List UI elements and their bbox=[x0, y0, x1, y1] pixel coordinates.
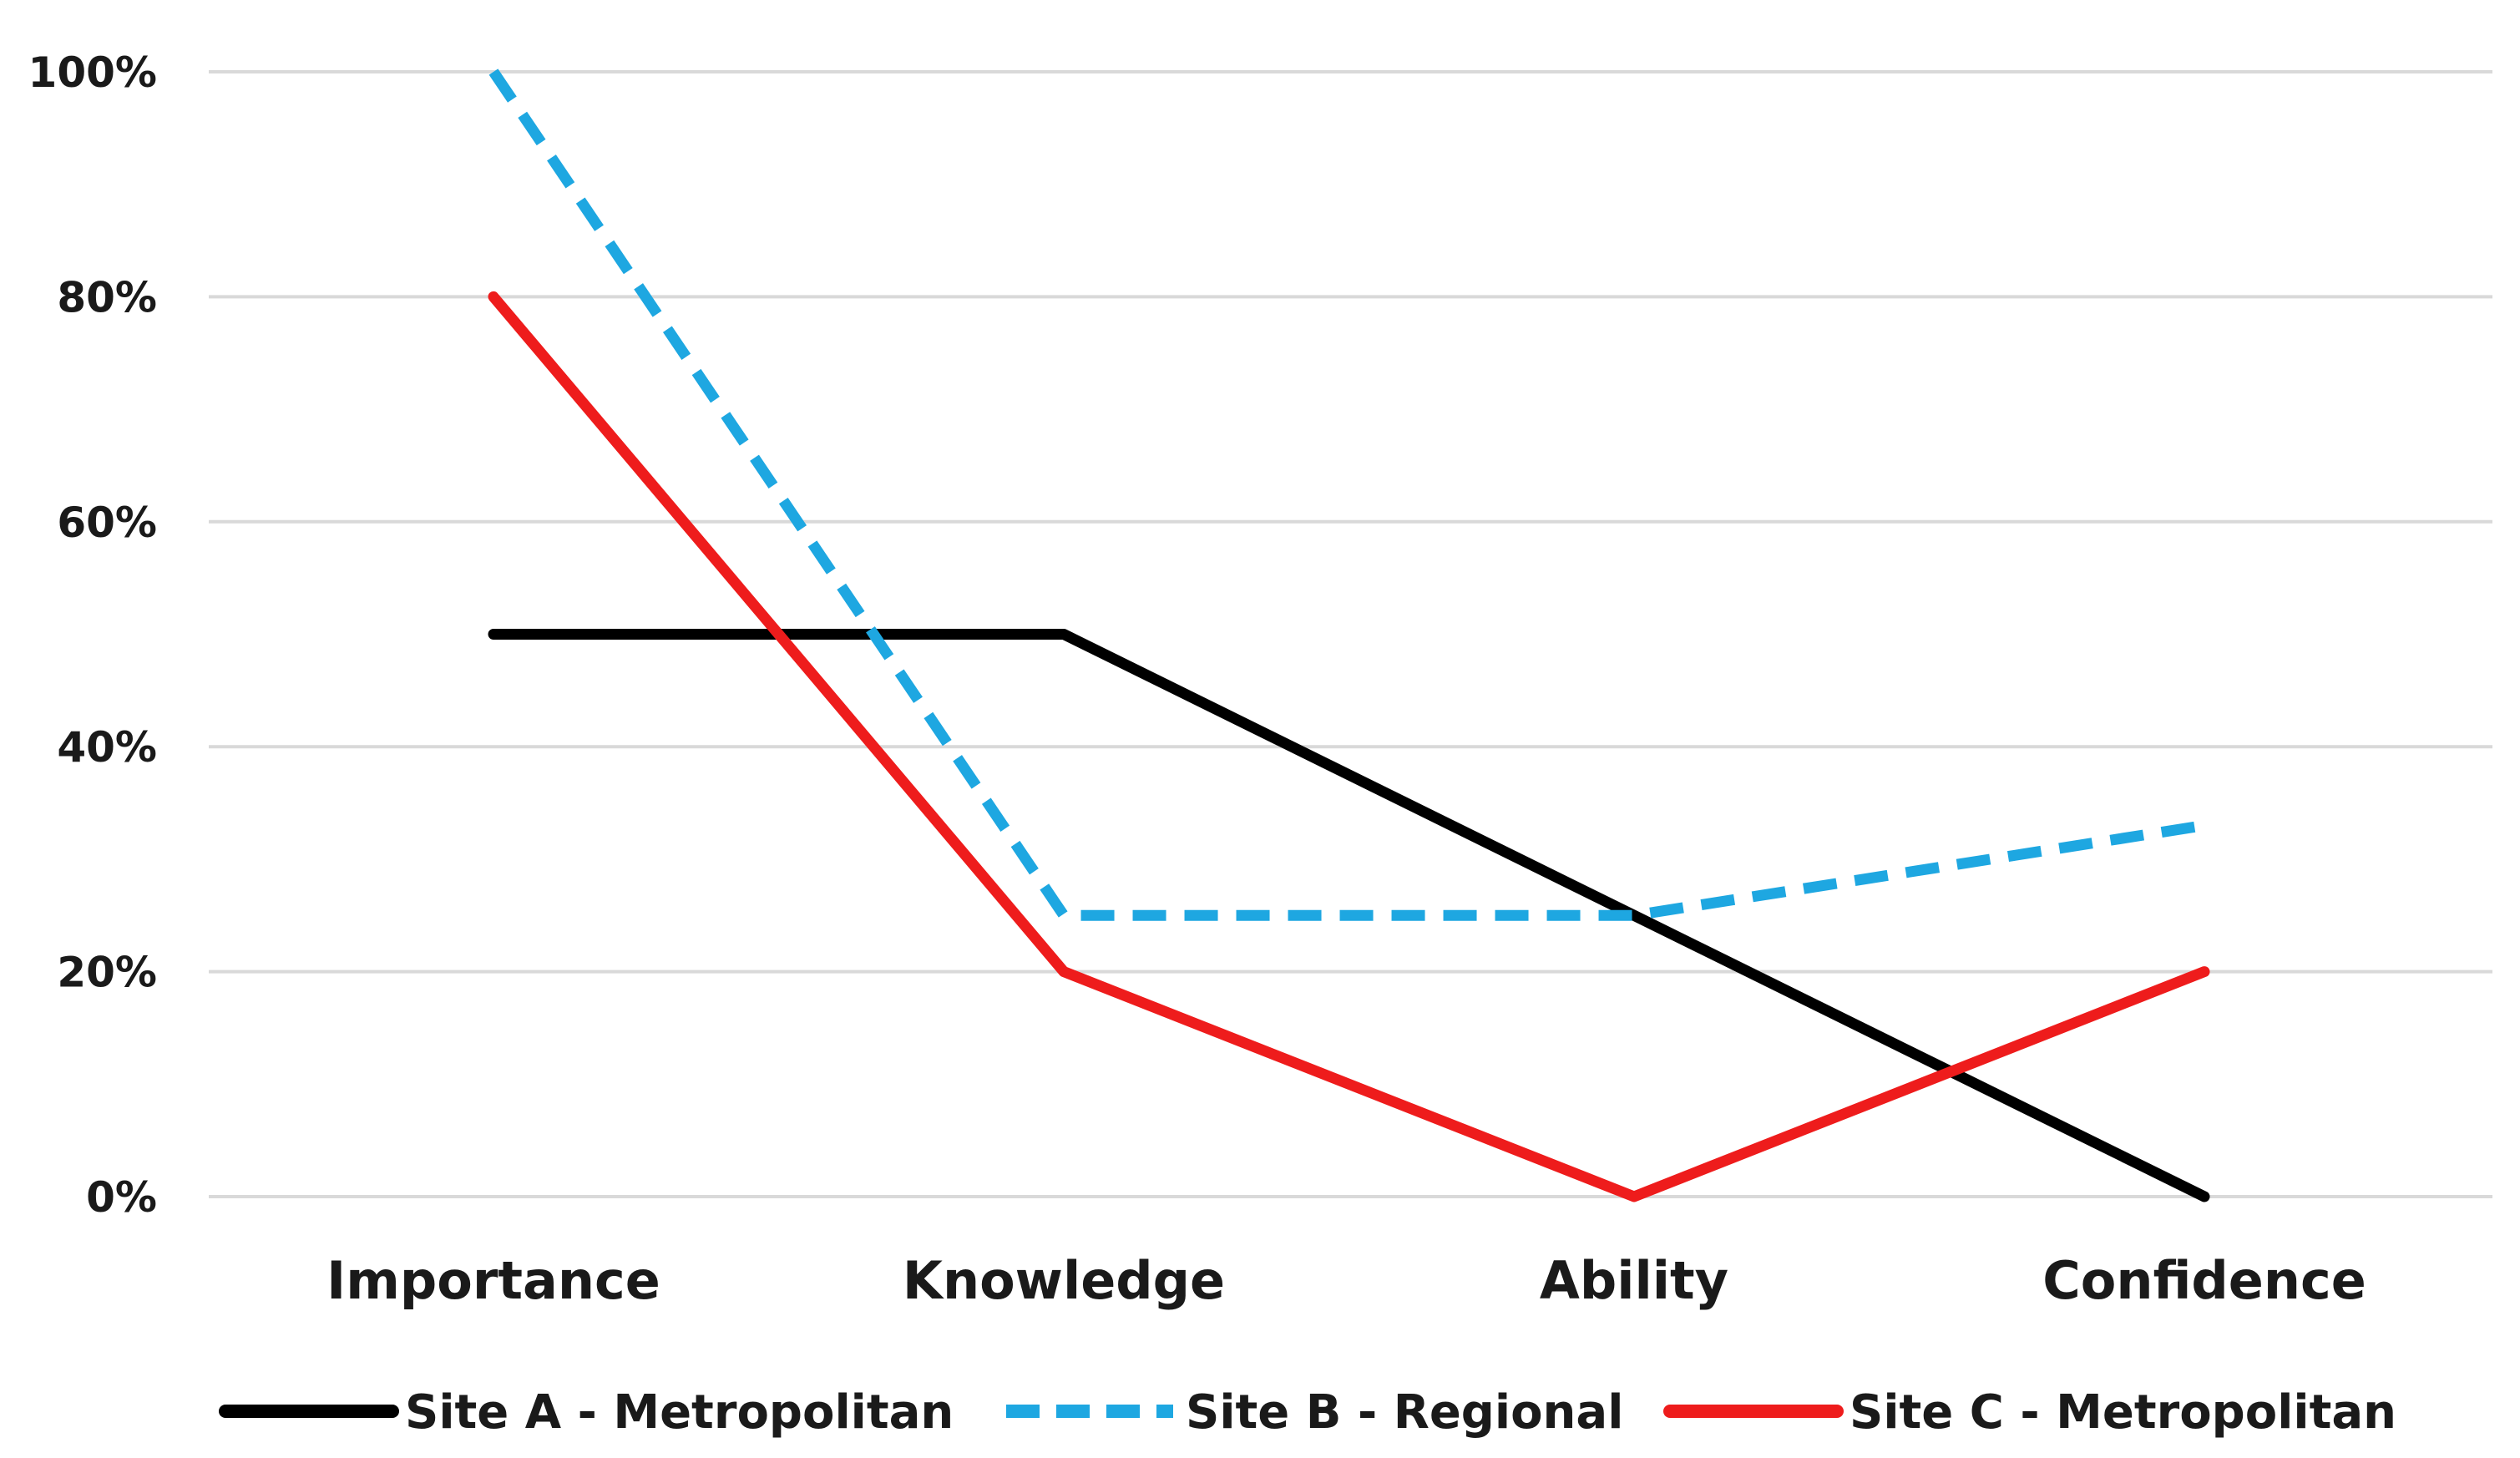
y-axis-tick-labels: 0% 20% 40% 60% 80% 100% bbox=[28, 48, 157, 1222]
legend-item: Site A - Metropolitan bbox=[219, 1385, 954, 1440]
legend-label: Site C - Metropolitan bbox=[1850, 1385, 2396, 1440]
y-tick-label: 40% bbox=[57, 723, 157, 772]
legend-item: Site B - Regional bbox=[1006, 1385, 1623, 1440]
x-category-label: Confidence bbox=[2042, 1250, 2366, 1311]
x-category-label: Knowledge bbox=[903, 1250, 1225, 1311]
y-tick-label: 100% bbox=[28, 48, 157, 97]
series-line-3 bbox=[488, 291, 2210, 1202]
series-line-2 bbox=[488, 68, 2206, 921]
series-lines bbox=[488, 68, 2210, 1202]
x-axis-category-labels: Importance Knowledge Ability Confidence bbox=[326, 1250, 2366, 1311]
x-category-label: Ability bbox=[1540, 1250, 1728, 1311]
y-tick-label: 20% bbox=[57, 949, 157, 997]
legend-item: Site C - Metropolitan bbox=[1663, 1385, 2396, 1440]
y-tick-label: 60% bbox=[57, 499, 157, 547]
legend-label: Site B - Regional bbox=[1186, 1385, 1623, 1440]
y-tick-label: 80% bbox=[57, 273, 157, 321]
gridlines bbox=[209, 70, 2492, 1198]
legend: Site A - Metropolitan Site B - Regional Si… bbox=[219, 1385, 2396, 1440]
y-tick-label: 0% bbox=[86, 1173, 157, 1222]
x-category-label: Importance bbox=[326, 1250, 660, 1311]
legend-label: Site A - Metropolitan bbox=[405, 1385, 954, 1440]
